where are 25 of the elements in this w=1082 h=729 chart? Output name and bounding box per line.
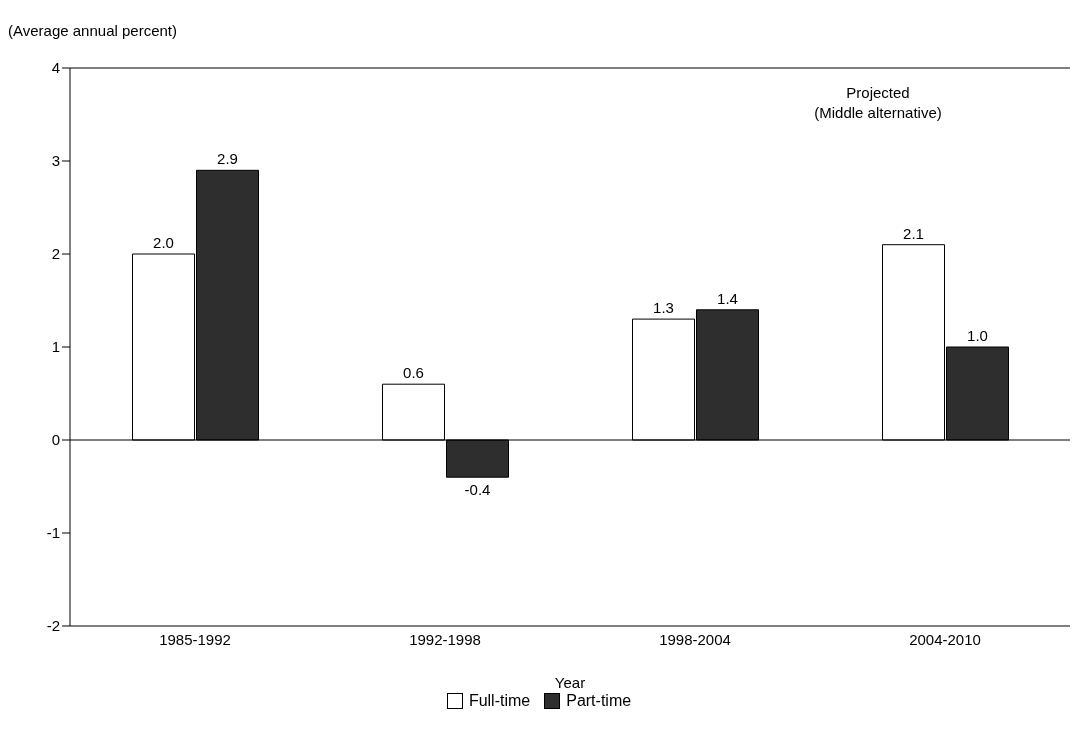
x-tick-label: 1992-1998: [409, 630, 481, 648]
x-tick-label: 2004-2010: [909, 630, 981, 648]
y-axis-title: (Average annual percent): [8, 22, 177, 39]
data-label: 1.0: [967, 327, 988, 344]
x-axis-title: Year: [554, 674, 586, 691]
x-tick-label: 1985-1992: [159, 630, 231, 648]
annotation: (Middle alternative): [813, 104, 943, 121]
y-tick-label: -1: [46, 524, 60, 542]
data-label: 2.9: [217, 150, 238, 168]
data-label: 2.0: [153, 234, 174, 251]
x-tick-label: 1998-2004: [659, 630, 731, 648]
y-tick-label: 3: [51, 152, 60, 170]
data-label: 1.3: [653, 299, 674, 317]
data-label: 0.6: [403, 364, 424, 382]
y-tick-label: 4: [51, 59, 60, 77]
legend-label: Full-time: [467, 692, 531, 710]
annotation: Projected: [845, 84, 911, 101]
y-tick-label: 2: [51, 245, 60, 263]
data-label: 1.4: [717, 289, 738, 307]
data-label: -0.4: [464, 481, 491, 499]
legend-label: Part-time: [565, 692, 632, 710]
y-tick-label: 1: [51, 338, 60, 356]
y-tick-label: 0: [51, 431, 60, 449]
data-label: 2.1: [903, 224, 924, 242]
y-tick-label: -2: [46, 617, 60, 635]
